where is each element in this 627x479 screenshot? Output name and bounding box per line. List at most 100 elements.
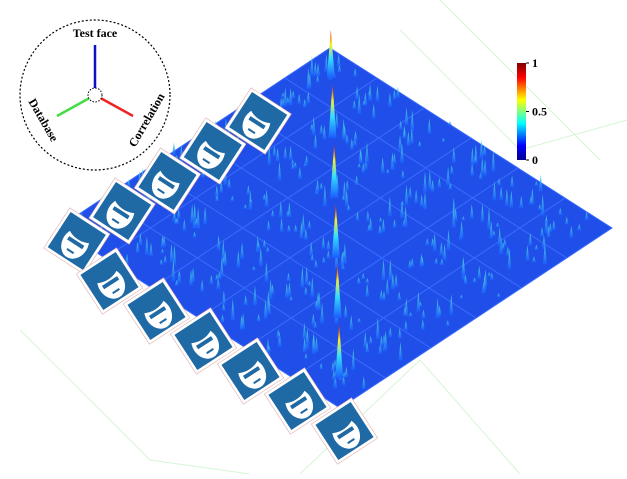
face-eyes	[67, 236, 85, 250]
match-peak	[328, 84, 337, 138]
noise-peak	[482, 145, 487, 156]
noise-peak	[203, 206, 208, 225]
test-axis-label: Test face	[73, 26, 118, 40]
noise-peak	[402, 130, 407, 139]
noise-peak	[316, 63, 321, 77]
noise-peak	[217, 272, 222, 280]
noise-peak	[381, 259, 386, 281]
noise-peak	[333, 359, 338, 369]
noise-peak	[390, 272, 395, 290]
noise-peak	[315, 179, 320, 193]
noise-peak	[343, 304, 348, 318]
noise-peak	[306, 91, 311, 104]
noise-peak	[479, 139, 484, 159]
noise-peak	[392, 89, 397, 100]
noise-peak	[285, 210, 290, 217]
noise-peak	[491, 150, 496, 172]
noise-peak	[160, 248, 165, 254]
noise-peak	[192, 203, 197, 222]
inset: Test face Database Correlation	[19, 19, 171, 171]
noise-peak	[502, 238, 507, 247]
noise-peak	[408, 186, 413, 198]
noise-peak	[293, 162, 298, 168]
colorbar: 10.50	[517, 56, 547, 167]
noise-peak	[223, 250, 228, 267]
noise-peak	[266, 220, 271, 231]
face-hair	[114, 193, 140, 214]
noise-peak	[531, 256, 536, 263]
noise-peak	[447, 120, 452, 126]
noise-peak	[538, 173, 543, 192]
noise-peak	[470, 164, 475, 176]
noise-peak	[171, 259, 176, 281]
noise-peak	[227, 178, 232, 189]
face-mouth	[206, 348, 214, 355]
inset-origin	[87, 87, 103, 103]
noise-peak	[483, 159, 488, 176]
noise-peak	[288, 296, 293, 301]
noise-peak	[230, 298, 235, 321]
noise-peak	[251, 266, 256, 271]
noise-peak	[406, 131, 411, 146]
noise-peak	[345, 180, 350, 191]
noise-peak	[381, 218, 386, 233]
noise-peak	[236, 250, 241, 268]
noise-peak	[500, 242, 505, 250]
noise-peak	[176, 208, 181, 219]
noise-peak	[172, 208, 177, 222]
noise-peak	[341, 195, 346, 201]
noise-peak	[315, 75, 320, 83]
noise-peak	[319, 124, 324, 135]
noise-peak	[322, 125, 327, 140]
noise-peak	[507, 248, 512, 270]
noise-peak	[172, 245, 177, 266]
noise-peak	[149, 242, 154, 257]
face-hair	[92, 263, 117, 284]
colorbar-tick-label: 0	[532, 153, 538, 167]
noise-peak	[265, 246, 270, 252]
noise-peak	[422, 192, 427, 210]
noise-peak	[542, 243, 547, 265]
noise-peak	[264, 262, 269, 282]
noise-peak	[256, 314, 261, 322]
noise-peak	[410, 110, 415, 132]
face-eyes	[248, 116, 266, 130]
face-mouth	[159, 318, 167, 325]
noise-peak	[177, 270, 182, 279]
noise-peak	[408, 312, 413, 317]
noise-peak	[311, 313, 316, 326]
noise-peak	[441, 137, 446, 143]
noise-peak	[487, 272, 492, 277]
noise-peak	[311, 332, 316, 355]
noise-peak	[398, 342, 403, 361]
noise-peak	[353, 68, 358, 77]
noise-peak	[509, 190, 514, 208]
noise-peak	[453, 208, 458, 222]
face-image	[310, 397, 379, 465]
noise-peak	[319, 363, 324, 370]
noise-peak	[451, 207, 456, 228]
noise-peak	[262, 193, 267, 201]
noise-peak	[365, 283, 370, 298]
noise-peak	[365, 342, 370, 353]
colorbar-gradient	[517, 63, 526, 160]
face-hair	[250, 103, 276, 124]
noise-peak	[448, 183, 453, 190]
noise-peak	[248, 199, 253, 204]
noise-peak	[135, 241, 140, 253]
noise-peak	[281, 97, 286, 107]
noise-peak	[266, 345, 271, 352]
face-hair	[139, 293, 164, 314]
noise-peak	[378, 342, 383, 354]
noise-peak	[365, 278, 370, 284]
noise-peak	[434, 258, 439, 264]
noise-peak	[361, 376, 366, 390]
noise-peak	[451, 147, 456, 163]
face-image	[263, 367, 332, 435]
noise-peak	[246, 185, 251, 195]
noise-peak	[288, 146, 293, 161]
face-mouth	[253, 378, 261, 385]
noise-peak	[569, 226, 574, 238]
noise-peak	[375, 85, 380, 101]
noise-peak	[489, 221, 494, 239]
